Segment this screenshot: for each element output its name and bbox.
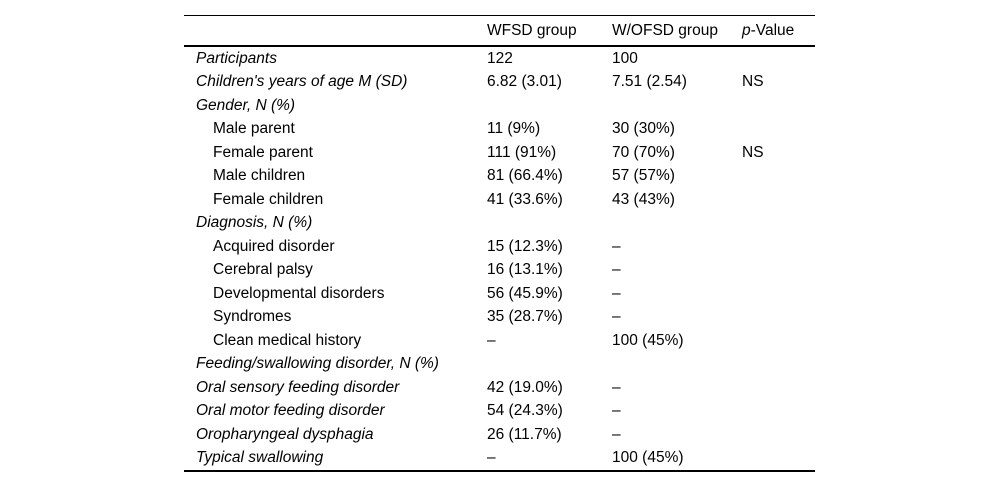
row-label-cell: Oropharyngeal dysphagia — [196, 425, 374, 443]
header-wofsd-group: W/OFSD group — [612, 21, 718, 39]
wofsd-value-cell: 57 (57%) — [612, 167, 675, 185]
row-label-cell: Female parent — [213, 143, 313, 161]
table-row: Female children 41 (33.6%) 43 (43%) — [184, 188, 815, 212]
wfsd-value-cell: 42 (19.0%) — [487, 378, 563, 396]
row-label-cell: Developmental disorders — [213, 284, 385, 302]
table-row: Gender, N (%) — [184, 94, 815, 118]
row-label-cell: Cerebral palsy — [213, 261, 313, 279]
wofsd-value-cell: 100 — [612, 49, 638, 67]
wofsd-value-cell: – — [612, 308, 621, 326]
table-row: Diagnosis, N (%) — [184, 211, 815, 235]
wofsd-value-cell: – — [612, 237, 621, 255]
table-row: Clean medical history – 100 (45%) — [184, 329, 815, 353]
row-label-cell: Male parent — [213, 120, 295, 138]
table-row: Oral sensory feeding disorder 42 (19.0%)… — [184, 376, 815, 400]
wfsd-value-cell: 111 (91%) — [487, 143, 557, 161]
wfsd-value-cell: 54 (24.3%) — [487, 402, 563, 420]
table-body: Participants 122 100 Children's years of… — [184, 47, 815, 470]
row-label-cell: Participants — [196, 49, 277, 67]
row-label-cell: Male children — [213, 167, 306, 185]
table-header-row: WFSD group W/OFSD group p-Value — [184, 16, 815, 47]
wofsd-value-cell: – — [612, 261, 621, 279]
participants-demographics-table: WFSD group W/OFSD group p-Value Particip… — [184, 15, 815, 472]
wofsd-value-cell: 70 (70%) — [612, 143, 675, 161]
p-value-cell: NS — [742, 73, 764, 91]
header-wfsd-group: WFSD group — [487, 21, 577, 39]
wofsd-value-cell: – — [612, 378, 621, 396]
table-row: Children's years of age M (SD) 6.82 (3.0… — [184, 70, 815, 94]
row-label-cell: Feeding/swallowing disorder, N (%) — [196, 355, 439, 373]
wfsd-value-cell: 6.82 (3.01) — [487, 73, 562, 91]
row-label-cell: Syndromes — [213, 308, 292, 326]
row-label-cell: Gender, N (%) — [196, 96, 296, 114]
wfsd-value-cell: 35 (28.7%) — [487, 308, 563, 326]
wofsd-value-cell: 30 (30%) — [612, 120, 675, 138]
row-label-cell: Oral motor feeding disorder — [196, 402, 385, 420]
wfsd-value-cell: 15 (12.3%) — [487, 237, 563, 255]
p-value-italic-p: p — [742, 21, 751, 39]
wofsd-value-cell: – — [612, 284, 621, 302]
table-row: Participants 122 100 — [184, 47, 815, 71]
wfsd-value-cell: – — [487, 331, 496, 349]
row-label-cell: Acquired disorder — [213, 237, 335, 255]
table-row: Typical swallowing – 100 (45%) — [184, 446, 815, 470]
wofsd-value-cell: – — [612, 402, 621, 420]
table-row: Developmental disorders 56 (45.9%) – — [184, 282, 815, 306]
wfsd-value-cell: – — [487, 449, 496, 467]
table-row: Oral motor feeding disorder 54 (24.3%) – — [184, 399, 815, 423]
table-row: Oropharyngeal dysphagia 26 (11.7%) – — [184, 423, 815, 447]
wfsd-value-cell: 26 (11.7%) — [487, 425, 562, 443]
wofsd-value-cell: 7.51 (2.54) — [612, 73, 687, 91]
row-label-cell: Female children — [213, 190, 324, 208]
row-label-cell: Clean medical history — [213, 331, 362, 349]
wofsd-value-cell: 100 (45%) — [612, 449, 684, 467]
table-row: Female parent 111 (91%) 70 (70%) NS — [184, 141, 815, 165]
p-value-rest: -Value — [750, 21, 795, 39]
table-row: Acquired disorder 15 (12.3%) – — [184, 235, 815, 259]
wfsd-value-cell: 122 — [487, 49, 513, 67]
header-p-value: p-Value — [742, 21, 815, 39]
row-label-cell: Oral sensory feeding disorder — [196, 378, 400, 396]
wfsd-value-cell: 16 (13.1%) — [487, 261, 563, 279]
row-label-cell: Diagnosis, N (%) — [196, 214, 313, 232]
wfsd-value-cell: 11 (9%) — [487, 120, 541, 138]
row-label-cell: Typical swallowing — [196, 449, 324, 467]
wfsd-value-cell: 81 (66.4%) — [487, 167, 563, 185]
table-row: Syndromes 35 (28.7%) – — [184, 305, 815, 329]
table-row: Feeding/swallowing disorder, N (%) — [184, 352, 815, 376]
wofsd-value-cell: 43 (43%) — [612, 190, 675, 208]
row-label-cell: Children's years of age M (SD) — [196, 73, 408, 91]
wofsd-value-cell: 100 (45%) — [612, 331, 684, 349]
wfsd-value-cell: 56 (45.9%) — [487, 284, 563, 302]
p-value-cell: NS — [742, 143, 764, 161]
table-row: Male children 81 (66.4%) 57 (57%) — [184, 164, 815, 188]
table-row: Cerebral palsy 16 (13.1%) – — [184, 258, 815, 282]
wfsd-value-cell: 41 (33.6%) — [487, 190, 563, 208]
wofsd-value-cell: – — [612, 425, 621, 443]
table-row: Male parent 11 (9%) 30 (30%) — [184, 117, 815, 141]
